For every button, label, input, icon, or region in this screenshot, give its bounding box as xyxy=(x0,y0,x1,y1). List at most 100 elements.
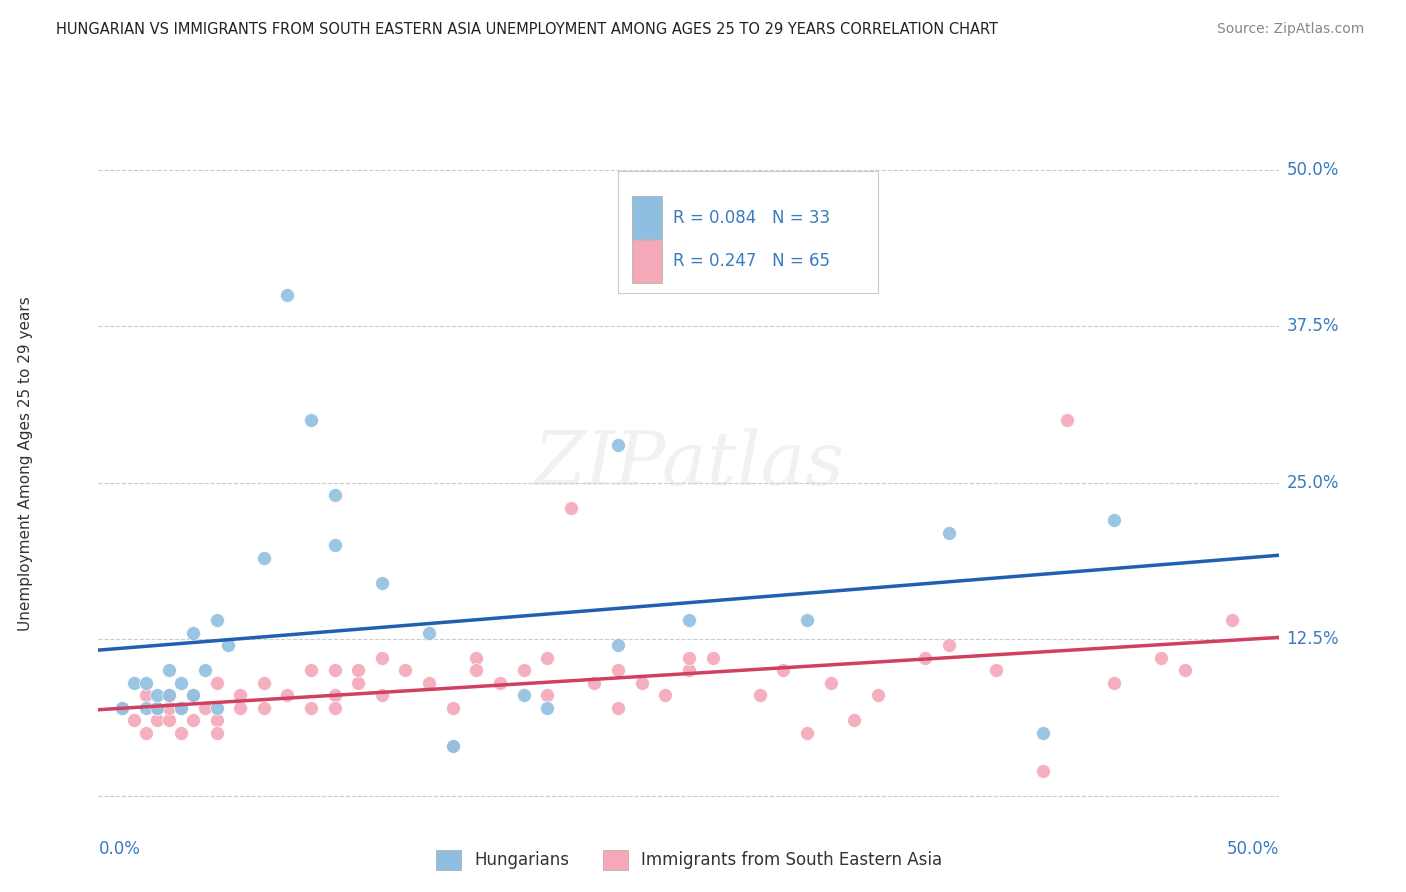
Point xyxy=(702,651,724,665)
Point xyxy=(170,701,193,715)
Point xyxy=(371,575,394,590)
Point xyxy=(796,726,818,740)
Point xyxy=(181,689,204,703)
Point xyxy=(418,676,440,690)
Point xyxy=(583,676,606,690)
Point xyxy=(323,664,346,678)
Point xyxy=(299,413,322,427)
Point xyxy=(536,701,558,715)
Point xyxy=(146,714,169,728)
Text: Unemployment Among Ages 25 to 29 years: Unemployment Among Ages 25 to 29 years xyxy=(18,296,32,632)
Point xyxy=(1056,413,1078,427)
Point xyxy=(135,676,157,690)
Point xyxy=(135,701,157,715)
Point xyxy=(441,739,464,753)
Point xyxy=(984,664,1007,678)
Point xyxy=(111,701,134,715)
Point xyxy=(489,676,512,690)
Point xyxy=(122,714,145,728)
Point xyxy=(299,664,322,678)
Point xyxy=(512,664,534,678)
Point xyxy=(194,701,217,715)
Point xyxy=(323,689,346,703)
Point xyxy=(276,288,298,302)
Point xyxy=(253,701,276,715)
Point xyxy=(441,701,464,715)
Point xyxy=(181,689,204,703)
Point xyxy=(536,651,558,665)
Point xyxy=(170,726,193,740)
Point xyxy=(938,639,960,653)
Point xyxy=(371,689,394,703)
Point xyxy=(323,701,346,715)
Point xyxy=(418,625,440,640)
Point xyxy=(678,613,700,627)
Point xyxy=(394,664,416,678)
Point xyxy=(217,639,239,653)
Text: 37.5%: 37.5% xyxy=(1286,318,1339,335)
Text: 0.0%: 0.0% xyxy=(98,840,141,858)
Point xyxy=(181,714,204,728)
Point xyxy=(347,676,370,690)
Point xyxy=(844,714,866,728)
Point xyxy=(820,676,842,690)
Point xyxy=(146,701,169,715)
Point xyxy=(323,538,346,552)
Point xyxy=(205,726,228,740)
Point xyxy=(1102,513,1125,527)
Text: Source: ZipAtlas.com: Source: ZipAtlas.com xyxy=(1216,22,1364,37)
Point xyxy=(157,689,180,703)
Text: 25.0%: 25.0% xyxy=(1286,474,1339,491)
Point xyxy=(146,689,169,703)
Point xyxy=(205,613,228,627)
Point xyxy=(1150,651,1173,665)
Point xyxy=(1032,764,1054,778)
Text: R = 0.084   N = 33: R = 0.084 N = 33 xyxy=(673,209,830,227)
Point xyxy=(607,639,630,653)
Point xyxy=(122,676,145,690)
Point xyxy=(157,701,180,715)
Point xyxy=(607,701,630,715)
Point xyxy=(630,676,652,690)
Point xyxy=(678,651,700,665)
Point xyxy=(181,625,204,640)
Text: 50.0%: 50.0% xyxy=(1227,840,1279,858)
Point xyxy=(253,676,276,690)
Point xyxy=(371,651,394,665)
Point xyxy=(748,689,770,703)
Point xyxy=(205,676,228,690)
Point xyxy=(465,651,488,665)
Point xyxy=(276,689,298,703)
Point xyxy=(205,714,228,728)
Point xyxy=(536,689,558,703)
Point xyxy=(796,613,818,627)
Legend: Hungarians, Immigrants from South Eastern Asia: Hungarians, Immigrants from South Easter… xyxy=(429,843,949,877)
Point xyxy=(441,739,464,753)
Point xyxy=(1102,676,1125,690)
Point xyxy=(135,689,157,703)
Text: 12.5%: 12.5% xyxy=(1286,630,1339,648)
Point xyxy=(866,689,889,703)
Text: 50.0%: 50.0% xyxy=(1286,161,1339,178)
Point xyxy=(157,714,180,728)
Point xyxy=(1220,613,1243,627)
Point xyxy=(347,664,370,678)
Point xyxy=(512,689,534,703)
Point xyxy=(465,664,488,678)
Point xyxy=(323,488,346,502)
Text: R = 0.247   N = 65: R = 0.247 N = 65 xyxy=(673,252,830,270)
Point xyxy=(157,689,180,703)
Point xyxy=(654,689,676,703)
Point xyxy=(1032,726,1054,740)
Point xyxy=(1174,664,1197,678)
Point xyxy=(157,664,180,678)
Point xyxy=(560,500,582,515)
Point xyxy=(229,689,252,703)
Point xyxy=(170,701,193,715)
Point xyxy=(205,701,228,715)
Point xyxy=(914,651,936,665)
Point xyxy=(194,664,217,678)
Point xyxy=(146,701,169,715)
Point xyxy=(170,676,193,690)
Point xyxy=(135,726,157,740)
